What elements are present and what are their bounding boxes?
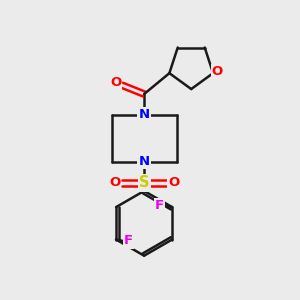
- Text: N: N: [139, 155, 150, 168]
- Text: O: O: [168, 176, 179, 190]
- Text: N: N: [139, 108, 150, 121]
- Text: S: S: [139, 176, 149, 190]
- Text: F: F: [124, 235, 133, 248]
- Text: O: O: [109, 176, 120, 190]
- Text: O: O: [110, 76, 121, 89]
- Text: O: O: [212, 65, 223, 78]
- Text: F: F: [155, 199, 164, 212]
